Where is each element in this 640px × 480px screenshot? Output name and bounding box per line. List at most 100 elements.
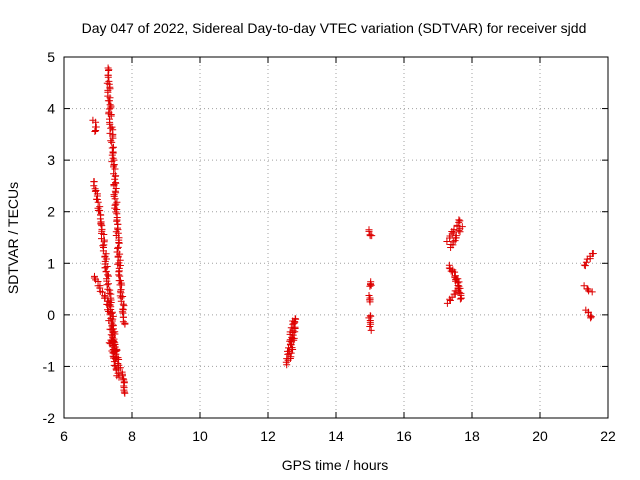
data-point bbox=[113, 217, 121, 225]
data-point bbox=[120, 302, 128, 310]
data-point bbox=[108, 322, 116, 330]
data-point bbox=[443, 299, 451, 307]
data-point bbox=[452, 232, 460, 240]
data-point bbox=[106, 311, 114, 319]
data-point bbox=[456, 295, 464, 303]
data-point bbox=[456, 217, 464, 225]
data-point bbox=[290, 319, 298, 327]
data-point bbox=[100, 231, 108, 238]
data-point bbox=[93, 195, 100, 203]
x-tick-label: 20 bbox=[532, 428, 548, 444]
data-point bbox=[585, 287, 593, 295]
data-point bbox=[458, 223, 466, 231]
data-point bbox=[119, 293, 127, 300]
data-point bbox=[448, 267, 456, 275]
series-pass-6 bbox=[580, 250, 597, 322]
series-pass-2 bbox=[103, 64, 129, 328]
y-tick-label: 1 bbox=[47, 255, 55, 271]
data-point bbox=[115, 373, 123, 381]
data-point bbox=[105, 339, 113, 347]
data-point bbox=[103, 281, 111, 289]
data-point bbox=[112, 200, 120, 208]
data-point bbox=[584, 285, 592, 293]
x-tick-label: 16 bbox=[396, 428, 412, 444]
data-point bbox=[105, 289, 113, 297]
data-point bbox=[291, 315, 299, 323]
data-point bbox=[118, 308, 126, 316]
data-point bbox=[115, 239, 123, 247]
x-tick-label: 6 bbox=[60, 428, 68, 444]
data-point bbox=[450, 226, 458, 234]
data-point bbox=[111, 195, 119, 203]
x-tick-label: 12 bbox=[260, 428, 276, 444]
data-point bbox=[580, 282, 588, 290]
data-point bbox=[368, 232, 376, 240]
data-point bbox=[446, 297, 454, 304]
series-pass-3 bbox=[282, 315, 300, 369]
data-point bbox=[121, 320, 129, 328]
series-pass-1b bbox=[90, 272, 123, 381]
data-point bbox=[112, 208, 120, 216]
data-point bbox=[121, 389, 129, 397]
data-point bbox=[105, 308, 113, 315]
y-tick-label: 5 bbox=[47, 49, 55, 65]
data-point bbox=[367, 281, 374, 289]
data-point bbox=[112, 189, 120, 197]
data-point bbox=[366, 323, 374, 330]
data-point bbox=[92, 127, 100, 134]
y-tick-label: 4 bbox=[47, 101, 55, 117]
data-point bbox=[285, 347, 293, 355]
data-point bbox=[365, 227, 373, 235]
data-point bbox=[367, 281, 375, 289]
data-point bbox=[366, 298, 374, 306]
data-point bbox=[94, 198, 102, 206]
chart-title: Day 047 of 2022, Sidereal Day-to-day VTE… bbox=[82, 20, 587, 36]
data-point bbox=[587, 314, 595, 322]
x-axis-label: GPS time / hours bbox=[282, 457, 389, 473]
grid-lines bbox=[64, 57, 608, 418]
data-point bbox=[108, 138, 116, 146]
data-points bbox=[89, 64, 597, 397]
y-axis-label: SDTVAR / TECUs bbox=[5, 182, 21, 294]
series-pass-5a bbox=[443, 216, 464, 307]
data-point bbox=[90, 182, 98, 190]
data-point bbox=[455, 288, 463, 296]
y-tick-label: 3 bbox=[47, 152, 55, 168]
data-point bbox=[449, 238, 457, 246]
data-point bbox=[90, 274, 98, 282]
data-point bbox=[582, 258, 590, 266]
data-point bbox=[589, 250, 597, 257]
data-point bbox=[106, 101, 114, 109]
data-point bbox=[96, 284, 104, 292]
data-point bbox=[588, 288, 596, 296]
data-point bbox=[455, 227, 463, 235]
data-point bbox=[107, 112, 115, 120]
data-point bbox=[585, 308, 592, 316]
data-point bbox=[290, 334, 298, 342]
data-point bbox=[454, 285, 462, 293]
data-point bbox=[116, 262, 124, 269]
data-point bbox=[108, 151, 116, 159]
data-point bbox=[107, 104, 115, 112]
x-tick-label: 10 bbox=[192, 428, 208, 444]
series-pass-1a bbox=[89, 116, 129, 397]
data-point bbox=[105, 280, 112, 288]
y-tick-label: -1 bbox=[43, 358, 56, 374]
data-point bbox=[114, 243, 122, 251]
data-point bbox=[104, 73, 112, 81]
data-point bbox=[107, 137, 115, 145]
x-tick-label: 8 bbox=[128, 428, 136, 444]
data-point bbox=[104, 271, 112, 279]
data-point bbox=[366, 282, 374, 290]
data-point bbox=[97, 220, 105, 228]
series-pass-4 bbox=[365, 226, 376, 334]
y-tick-label: -2 bbox=[43, 410, 56, 426]
data-point bbox=[99, 242, 107, 250]
x-tick-label: 18 bbox=[464, 428, 480, 444]
data-point bbox=[111, 175, 119, 183]
series-pass-5b bbox=[447, 223, 466, 303]
data-point bbox=[101, 264, 109, 272]
data-point bbox=[111, 362, 119, 370]
